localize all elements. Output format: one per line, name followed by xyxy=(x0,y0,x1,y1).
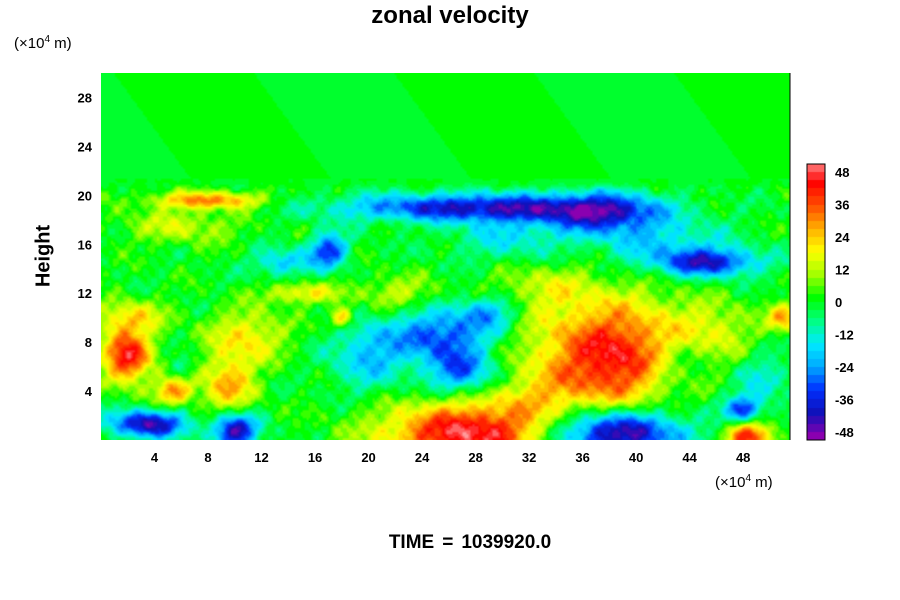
y-tick-label: 16 xyxy=(78,237,92,252)
x-unit-prefix: (×10 xyxy=(715,474,746,491)
x-unit-suffix: m) xyxy=(751,474,773,491)
x-tick-labels: 4 8 12 16 20 24 28 32 36 40 44 48 xyxy=(151,450,751,465)
colorbar-tick-label: -48 xyxy=(835,425,854,440)
x-tick-label: 16 xyxy=(308,450,322,465)
colorbar-tick-label: 24 xyxy=(835,230,850,245)
y-tick-label: 20 xyxy=(78,188,92,203)
y-tick-labels: 4 8 12 16 20 24 28 xyxy=(78,90,93,399)
chart-title: zonal velocity xyxy=(371,2,529,29)
x-axis-unit: (×104 m) xyxy=(715,473,773,491)
colorbar-tick-label: -12 xyxy=(835,327,854,342)
y-unit-exponent: 4 xyxy=(44,34,51,45)
x-tick-label: 48 xyxy=(736,450,750,465)
colorbar-tick-label: -36 xyxy=(835,392,854,407)
y-unit-prefix: (×10 xyxy=(14,35,45,52)
x-tick-label: 20 xyxy=(361,450,375,465)
x-tick-label: 12 xyxy=(254,450,268,465)
colorbar-gradient xyxy=(807,164,825,440)
time-equals: = xyxy=(442,532,454,553)
x-tick-label: 8 xyxy=(204,450,211,465)
velocity-field xyxy=(101,73,790,440)
time-value: 1039920.0 xyxy=(461,532,552,553)
x-tick-label: 32 xyxy=(522,450,536,465)
x-tick-label: 36 xyxy=(575,450,589,465)
time-readout: TIME = 1039920.0 xyxy=(0,532,900,554)
colorbar-tick-label: 48 xyxy=(835,165,849,180)
y-tick-label: 4 xyxy=(85,384,93,399)
colorbar-tick-label: -24 xyxy=(835,360,855,375)
x-tick-label: 4 xyxy=(151,450,159,465)
colorbar-tick-labels: 48 36 24 12 0 -12 -24 -36 -48 xyxy=(835,165,855,440)
x-tick-label: 24 xyxy=(415,450,430,465)
y-axis-unit: (×104 m) xyxy=(14,34,72,52)
y-tick-label: 12 xyxy=(78,286,92,301)
colorbar-tick-label: 0 xyxy=(835,295,842,310)
colorbar-tick-label: 12 xyxy=(835,263,849,278)
time-label: TIME xyxy=(388,532,435,553)
x-tick-label: 40 xyxy=(629,450,643,465)
colorbar-frame xyxy=(806,163,826,441)
y-tick-label: 24 xyxy=(78,139,93,154)
y-tick-label: 28 xyxy=(78,90,92,105)
y-unit-suffix: m) xyxy=(50,35,72,52)
x-unit-exponent: 4 xyxy=(745,473,752,484)
x-tick-label: 28 xyxy=(468,450,482,465)
colorbar-tick-label: 36 xyxy=(835,198,849,213)
x-tick-label: 44 xyxy=(682,450,697,465)
y-tick-label: 8 xyxy=(85,335,92,350)
